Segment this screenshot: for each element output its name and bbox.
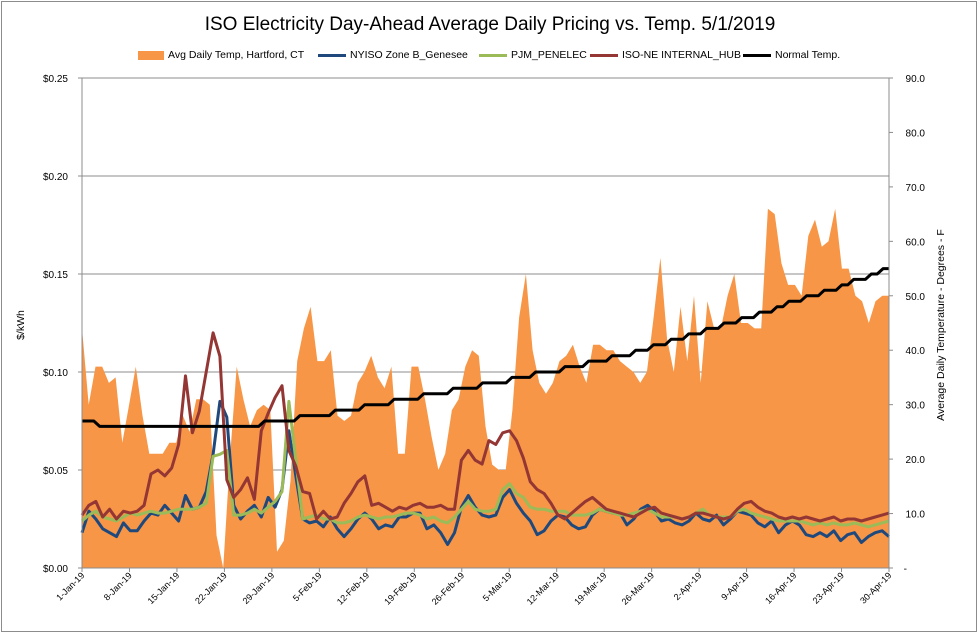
x-tick-label: 22-Jan-19 [193,570,229,606]
pjm-line [81,399,890,529]
chart-legend: Avg Daily Temp, Hartford, CT NYISO Zone … [0,49,980,65]
y2-tick-label: 60.0 [906,237,926,248]
y2-tick-label: 70.0 [906,183,926,194]
temperature-area [82,208,889,568]
x-tick-label: 16-Apr-19 [763,570,798,605]
x-tick-label: 2-Apr-19 [672,570,704,602]
x-tick-label: 1-Jan-19 [54,570,86,602]
legend-swatch-pjm [479,53,507,57]
y2-tick-label: 50.0 [906,292,926,303]
legend-item-pjm: PJM_PENELEC [479,49,587,61]
x-tick-label: 5-Mar-19 [481,570,514,603]
temperature-area-shape [82,208,889,568]
x-tick-label: 12-Feb-19 [335,570,371,606]
y2-tick-label: 40.0 [906,346,926,357]
y-tick-label: $0.10 [43,368,68,379]
series-lines [80,267,890,546]
legend-item-nyiso: NYISO Zone B_Genesee [318,49,468,61]
x-tick-label: 26-Mar-19 [620,570,656,606]
legend-label-nyiso: NYISO Zone B_Genesee [350,49,468,61]
x-tick-label: 19-Mar-19 [572,570,608,606]
x-tick-label: 5-Feb-19 [291,570,324,603]
x-tick-label: 23-Apr-19 [811,570,846,605]
legend-label-normal: Normal Temp. [775,49,841,61]
x-tick-label: 19-Feb-19 [382,570,418,606]
legend-swatch-isone [590,53,618,57]
y-tick-label: $0.00 [43,564,68,575]
y-tick-label: $0.25 [43,74,68,85]
x-tick-label: 29-Jan-19 [241,570,277,606]
legend-item-normal: Normal Temp. [743,49,840,61]
normal-temp-line [82,267,889,428]
legend-swatch-normal [743,53,771,57]
legend-item-isone: ISO-NE INTERNAL_HUB [590,49,741,61]
legend-label-isone: ISO-NE INTERNAL_HUB [622,49,742,61]
y2-tick-label: 80.0 [906,128,926,139]
legend-swatch-temp [138,50,164,60]
y-tick-label: $0.05 [43,466,68,477]
y2-tick-label: 30.0 [906,401,926,412]
isone-line [80,331,890,523]
legend-label-temp: Avg Daily Temp, Hartford, CT [168,49,305,61]
chart-title: ISO Electricity Day-Ahead Average Daily … [204,14,776,35]
y2-tick-label: 90.0 [906,74,926,85]
y2-tick-label: 20.0 [906,455,926,466]
legend-swatch-nyiso [318,53,346,57]
x-tick-label: 30-Apr-19 [858,570,893,605]
x-tick-label: 26-Feb-19 [430,570,466,606]
legend-label-pjm: PJM_PENELEC [511,49,587,61]
y-tick-label: $0.20 [43,172,68,183]
x-tick-label: 12-Mar-19 [525,570,561,606]
y2-tick-label: 10.0 [906,510,926,521]
y-tick-label: $0.15 [43,270,68,281]
y2-tick-label: - [904,564,907,575]
legend-item-temp: Avg Daily Temp, Hartford, CT [138,49,304,61]
x-tick-label: 9-Apr-19 [719,570,751,602]
x-tick-label: 15-Jan-19 [146,570,182,606]
x-tick-label: 8-Jan-19 [102,570,134,602]
